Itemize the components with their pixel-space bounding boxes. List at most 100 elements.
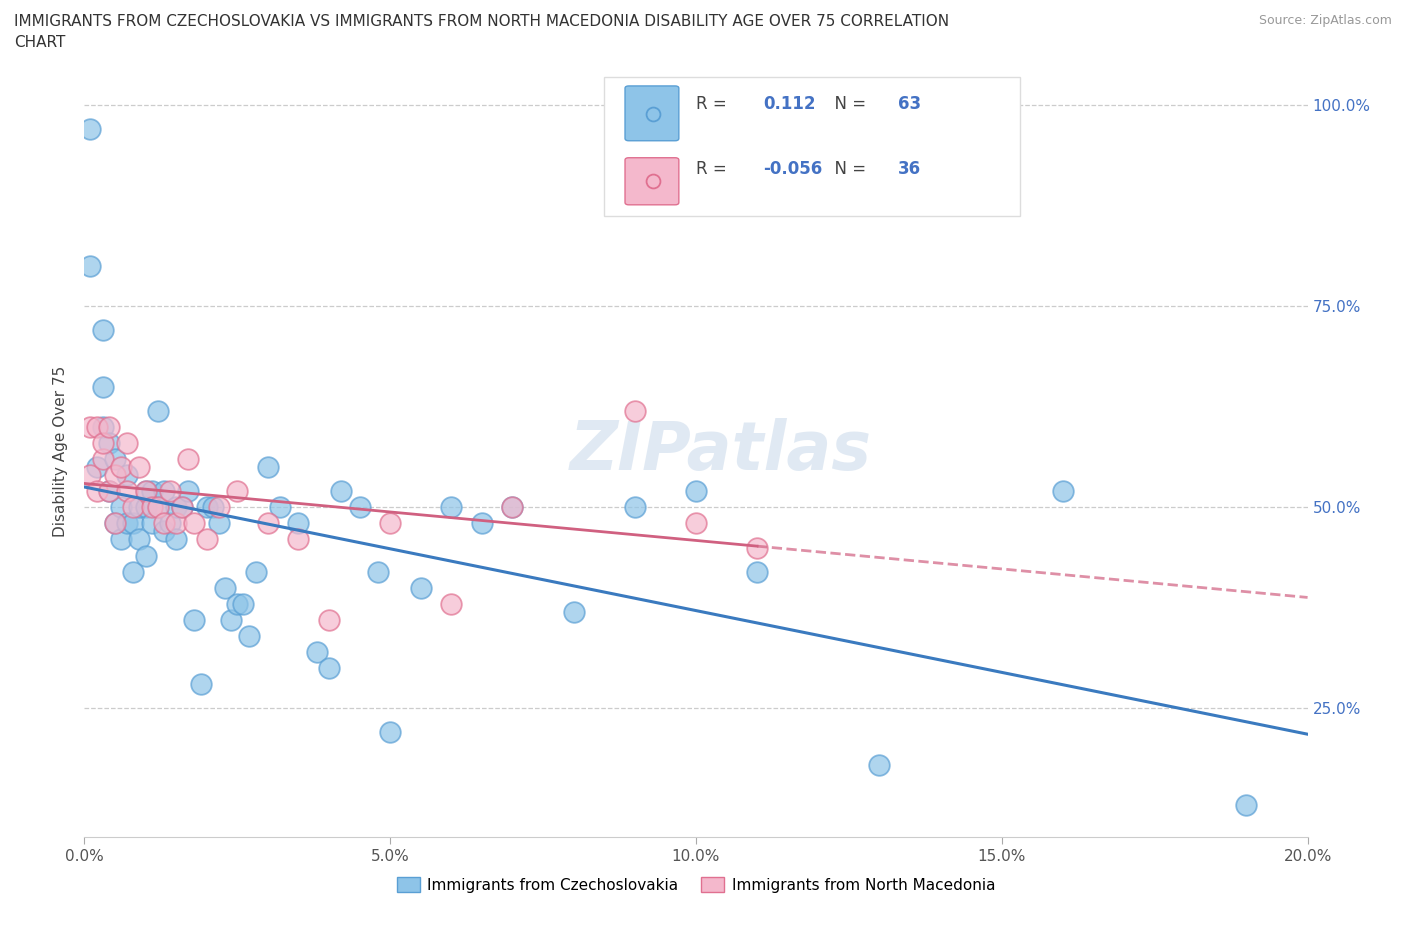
Point: [153, 524, 176, 538]
Point: [122, 565, 145, 579]
Point: [685, 516, 707, 531]
Point: [177, 484, 200, 498]
Point: [104, 468, 127, 483]
Point: [146, 404, 169, 418]
Point: [79, 122, 101, 137]
Point: [110, 532, 132, 547]
Point: [349, 500, 371, 515]
Point: [128, 459, 150, 474]
Point: [201, 500, 224, 515]
Point: [177, 452, 200, 467]
Point: [115, 516, 138, 531]
Point: [502, 500, 524, 515]
FancyBboxPatch shape: [626, 158, 679, 205]
Point: [1236, 797, 1258, 812]
Point: [232, 596, 254, 611]
Point: [122, 516, 145, 531]
Point: [141, 516, 163, 531]
Point: [502, 500, 524, 515]
Text: R =: R =: [696, 160, 733, 179]
Point: [367, 565, 389, 579]
Text: IMMIGRANTS FROM CZECHOSLOVAKIA VS IMMIGRANTS FROM NORTH MACEDONIA DISABILITY AGE: IMMIGRANTS FROM CZECHOSLOVAKIA VS IMMIGR…: [14, 14, 949, 29]
Point: [104, 452, 127, 467]
Text: 63: 63: [898, 95, 921, 113]
Text: CHART: CHART: [14, 35, 66, 50]
Point: [135, 500, 157, 515]
Point: [79, 419, 101, 434]
Point: [440, 596, 463, 611]
Point: [208, 516, 231, 531]
Point: [287, 532, 309, 547]
Point: [141, 500, 163, 515]
Legend: Immigrants from Czechoslovakia, Immigrants from North Macedonia: Immigrants from Czechoslovakia, Immigran…: [391, 870, 1001, 898]
Point: [141, 484, 163, 498]
Point: [86, 459, 108, 474]
Point: [91, 419, 114, 434]
Point: [79, 468, 101, 483]
Point: [91, 452, 114, 467]
Point: [330, 484, 353, 498]
Point: [195, 532, 218, 547]
Point: [91, 379, 114, 394]
Point: [183, 516, 205, 531]
Point: [97, 484, 120, 498]
Point: [562, 604, 585, 619]
Point: [471, 516, 494, 531]
Point: [440, 500, 463, 515]
Point: [318, 660, 340, 675]
Point: [747, 540, 769, 555]
Point: [153, 484, 176, 498]
Point: [128, 532, 150, 547]
Point: [165, 500, 187, 515]
Point: [97, 435, 120, 450]
Point: [195, 500, 218, 515]
Point: [1052, 484, 1074, 498]
Point: [104, 516, 127, 531]
Point: [146, 500, 169, 515]
Point: [747, 565, 769, 579]
Point: [122, 500, 145, 515]
Point: [226, 484, 249, 498]
Point: [172, 500, 194, 515]
Text: R =: R =: [696, 95, 733, 113]
Point: [86, 484, 108, 498]
Point: [91, 323, 114, 338]
Point: [214, 580, 236, 595]
Point: [159, 516, 181, 531]
Point: [624, 404, 647, 418]
Point: [91, 435, 114, 450]
Point: [318, 613, 340, 628]
Point: [190, 677, 212, 692]
Text: N =: N =: [824, 95, 872, 113]
Point: [305, 644, 328, 659]
Point: [409, 580, 432, 595]
Point: [226, 596, 249, 611]
Y-axis label: Disability Age Over 75: Disability Age Over 75: [53, 365, 69, 537]
Point: [135, 484, 157, 498]
Text: Source: ZipAtlas.com: Source: ZipAtlas.com: [1258, 14, 1392, 27]
Point: [165, 532, 187, 547]
FancyBboxPatch shape: [605, 76, 1021, 216]
Point: [245, 565, 267, 579]
Point: [208, 500, 231, 515]
Point: [79, 259, 101, 273]
Text: -0.056: -0.056: [763, 160, 823, 179]
Point: [97, 419, 120, 434]
FancyBboxPatch shape: [626, 86, 679, 140]
Point: [146, 500, 169, 515]
Point: [165, 516, 187, 531]
Point: [380, 725, 402, 740]
Point: [110, 500, 132, 515]
Point: [269, 500, 291, 515]
Point: [97, 484, 120, 498]
Point: [869, 757, 891, 772]
Point: [685, 484, 707, 498]
Point: [86, 419, 108, 434]
Point: [115, 435, 138, 450]
Point: [183, 613, 205, 628]
Point: [104, 516, 127, 531]
Point: [153, 516, 176, 531]
Point: [257, 516, 280, 531]
Point: [172, 500, 194, 515]
Point: [624, 500, 647, 515]
